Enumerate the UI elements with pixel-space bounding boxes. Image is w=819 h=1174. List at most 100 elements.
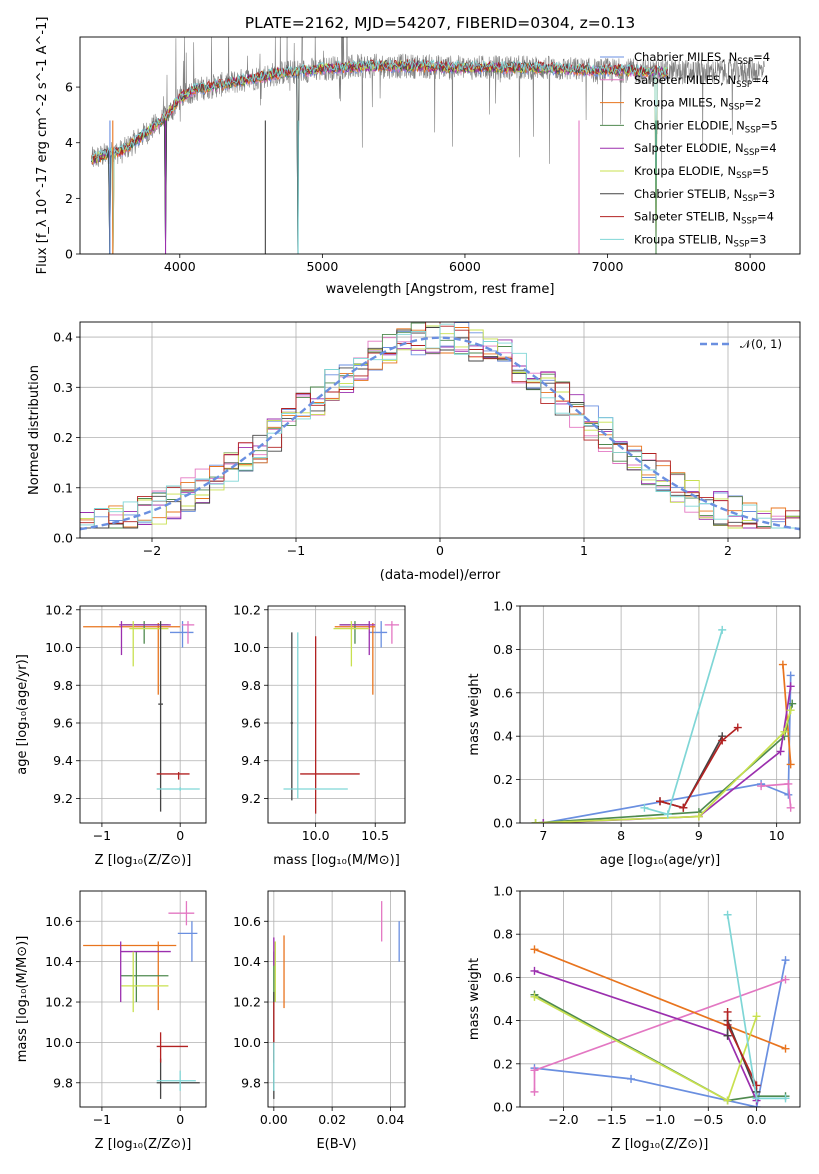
x-tick-label: 7	[539, 828, 547, 843]
x-tick-label: 0	[436, 543, 444, 558]
point-chabrier-stelib	[156, 1058, 200, 1099]
y-tick-label: 9.2	[53, 791, 73, 806]
legend-entry-salpeter-elodie: Salpeter ELODIE, NSSP=4	[634, 141, 777, 158]
weight-series-kroupa-elodie	[530, 992, 761, 1105]
y-tick-label: 9.6	[241, 715, 261, 730]
legend-entry-normal: 𝒩(0, 1)	[740, 337, 782, 351]
z-mass-axes: −1 0 9.8 10.0 10.2 10.4 10.6	[45, 891, 206, 1127]
weight-line	[534, 970, 758, 1101]
y-tick-label: 0.2	[493, 1056, 513, 1071]
weight-line	[534, 993, 786, 1102]
z-age-axes: −1 0 9.2 9.4 9.6 9.8 10.0 10.2	[45, 602, 206, 843]
weight-marker	[530, 1066, 539, 1075]
y-tick-label: 6	[65, 80, 73, 95]
weight-marker	[780, 727, 789, 736]
y-tick-label: 10.6	[45, 914, 73, 929]
weight-marker	[786, 682, 795, 691]
x-tick-label: 0	[176, 828, 184, 843]
x-tick-label: 0.04	[377, 1112, 405, 1127]
x-tick-label: 0.0	[747, 1112, 767, 1127]
x-tick-label: 0	[176, 1112, 184, 1127]
y-tick-label: 0.4	[493, 1013, 513, 1028]
model-line-kroupa-stelib	[91, 58, 668, 254]
y-tick-label: 0.1	[53, 480, 73, 495]
weight-series-salpeter-miles	[530, 975, 790, 1096]
y-tick-label: 0.0	[493, 816, 513, 831]
y-tick-label: 0	[65, 247, 73, 262]
weight-marker	[530, 966, 539, 975]
point-kroupa-elodie	[121, 951, 169, 1013]
z-mass-plot-area	[83, 901, 200, 1099]
legend-entry-kroupa-stelib: Kroupa STELIB, NSSP=3	[634, 232, 766, 249]
y-tick-label: 9.8	[53, 1075, 73, 1090]
spectrum-y-label: Flux [f_λ 10^-17 erg cm^-2 s^-1 A^-1]	[35, 17, 50, 275]
x-tick-label: −2	[143, 543, 161, 558]
weight-marker	[723, 1096, 732, 1105]
y-tick-label: 10.0	[45, 1035, 73, 1050]
weight-marker	[679, 803, 688, 812]
z-age-y-label: age [log₁₀(age/yr)]	[15, 654, 30, 775]
y-tick-label: 0.6	[493, 685, 513, 700]
y-tick-label: 9.8	[241, 678, 261, 693]
weight-marker	[627, 1074, 636, 1083]
weight-marker	[752, 1012, 761, 1021]
residuals-frame	[79, 321, 801, 539]
y-tick-label: 10.2	[45, 995, 73, 1010]
legend-entry-kroupa-miles: Kroupa MILES, NSSP=2	[634, 96, 761, 113]
weight-series-kroupa-miles	[530, 945, 790, 1053]
weight-marker	[640, 803, 649, 812]
weight-marker	[788, 699, 797, 708]
model-line-salpeter-miles	[91, 61, 668, 165]
weight-marker	[776, 747, 785, 756]
mass-age-axes: 10.0 10.5 9.2 9.4 9.6 9.8 10.0 10.2	[233, 602, 405, 843]
legend-entry-salpeter-miles: Salpeter MILES, NSSP=4	[634, 73, 769, 90]
weight-marker	[531, 819, 540, 823]
x-tick-label: −2.0	[548, 1112, 578, 1127]
weight-series-kroupa-stelib	[640, 625, 727, 819]
y-tick-label: 9.4	[241, 753, 261, 768]
x-tick-label: −1	[93, 828, 111, 843]
weight-marker	[733, 723, 742, 732]
weight-series-salpeter-elodie	[539, 682, 795, 823]
weight-marker	[694, 812, 703, 821]
x-tick-label: 10.5	[361, 828, 389, 843]
y-tick-label: 10.4	[233, 954, 261, 969]
y-tick-label: 0.8	[493, 927, 513, 942]
z-weight-x-label: Z [log₁₀(Z/Z⊙)]	[612, 1137, 709, 1152]
residuals-plot-area	[80, 322, 800, 531]
weight-marker	[530, 945, 539, 954]
z-weight-axes: −2.0 −1.5 −1.0 −0.5 0.0 0.0 0.2 0.4 0.6 0.8 1.0	[493, 884, 800, 1127]
y-tick-label: 0.8	[493, 642, 513, 657]
y-tick-label: 0.6	[493, 970, 513, 985]
weight-marker	[781, 975, 790, 984]
weight-marker	[539, 819, 548, 823]
residual-hist-kroupa-stelib	[80, 323, 800, 529]
y-tick-label: 0.4	[493, 729, 513, 744]
y-tick-label: 0.3	[53, 380, 73, 395]
x-tick-label: −1	[93, 1112, 111, 1127]
ebv-mass-frame	[267, 890, 406, 1108]
weight-marker	[781, 956, 790, 965]
x-tick-label: −1.5	[597, 1112, 627, 1127]
y-tick-label: 10.4	[45, 954, 73, 969]
ebv-mass-plot-area	[273, 901, 400, 1099]
weight-marker	[718, 625, 727, 634]
ebv-mass-axes: 0.00 0.02 0.04 9.8 10.0 10.2 10.4 10.6	[233, 891, 405, 1127]
point-salpeter-miles	[168, 901, 195, 926]
x-tick-label: 10	[769, 828, 785, 843]
weight-line	[761, 782, 792, 808]
point-chabrier-miles	[177, 921, 198, 962]
weight-marker	[718, 736, 727, 745]
y-tick-label: 10.2	[233, 995, 261, 1010]
point-salpeter-miles	[384, 621, 400, 644]
z-mass-frame	[79, 890, 207, 1108]
weight-marker	[723, 1007, 732, 1016]
weight-line	[543, 675, 792, 823]
point-kroupa-elodie	[333, 621, 370, 667]
mass-age-plot-area	[283, 621, 400, 814]
weight-marker	[752, 1094, 761, 1103]
y-tick-label: 10.2	[45, 602, 73, 617]
residuals-x-label: (data-model)/error	[380, 568, 501, 583]
mass-age-frame	[267, 605, 406, 824]
x-tick-label: 2	[724, 543, 732, 558]
